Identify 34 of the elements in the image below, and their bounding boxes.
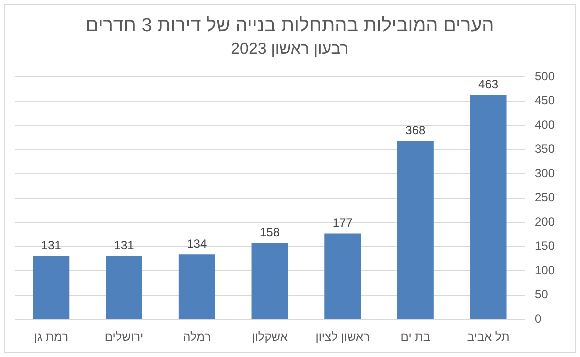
y-tick-label: 300 — [534, 166, 556, 180]
chart-title: הערים המובילות בהתחלות בנייה של דירות 3 חדרים — [86, 16, 494, 37]
data-label: 463 — [478, 77, 499, 92]
x-tick-label: אשקלון — [252, 330, 288, 344]
data-label: 368 — [406, 123, 426, 138]
data-label: 131 — [41, 238, 62, 252]
y-tick-label: 500 — [534, 69, 556, 84]
y-tick-label: 100 — [534, 263, 556, 278]
y-tick-label: 50 — [534, 288, 549, 302]
x-tick-label: תל אביב — [467, 330, 510, 344]
y-tick-label: 250 — [534, 190, 556, 205]
bar — [178, 254, 216, 320]
x-tick-label: ירושלים — [104, 330, 144, 344]
x-tick-label: רמלה — [183, 330, 212, 344]
y-tick-label: 200 — [534, 214, 556, 229]
bar — [252, 242, 288, 320]
bar — [324, 234, 362, 320]
bar — [33, 256, 70, 320]
data-label: 131 — [114, 238, 135, 252]
y-tick-label: 350 — [534, 142, 556, 156]
bar — [470, 94, 507, 320]
y-tick-label: 150 — [534, 239, 556, 254]
chart-subtitle: רבעון ראשון 2023 — [231, 40, 349, 58]
bar — [106, 256, 142, 320]
x-tick-label: בת ים — [400, 330, 431, 344]
bar — [397, 141, 434, 320]
x-tick-label: רמת גן — [34, 330, 68, 344]
y-tick-label: 0 — [534, 312, 542, 326]
x-tick-label: ראשון לציון — [316, 330, 370, 344]
data-label: 134 — [187, 236, 208, 251]
y-tick-label: 400 — [534, 118, 556, 132]
data-label: 158 — [260, 225, 280, 240]
data-label: 177 — [332, 216, 354, 230]
y-tick-label: 450 — [534, 94, 556, 108]
